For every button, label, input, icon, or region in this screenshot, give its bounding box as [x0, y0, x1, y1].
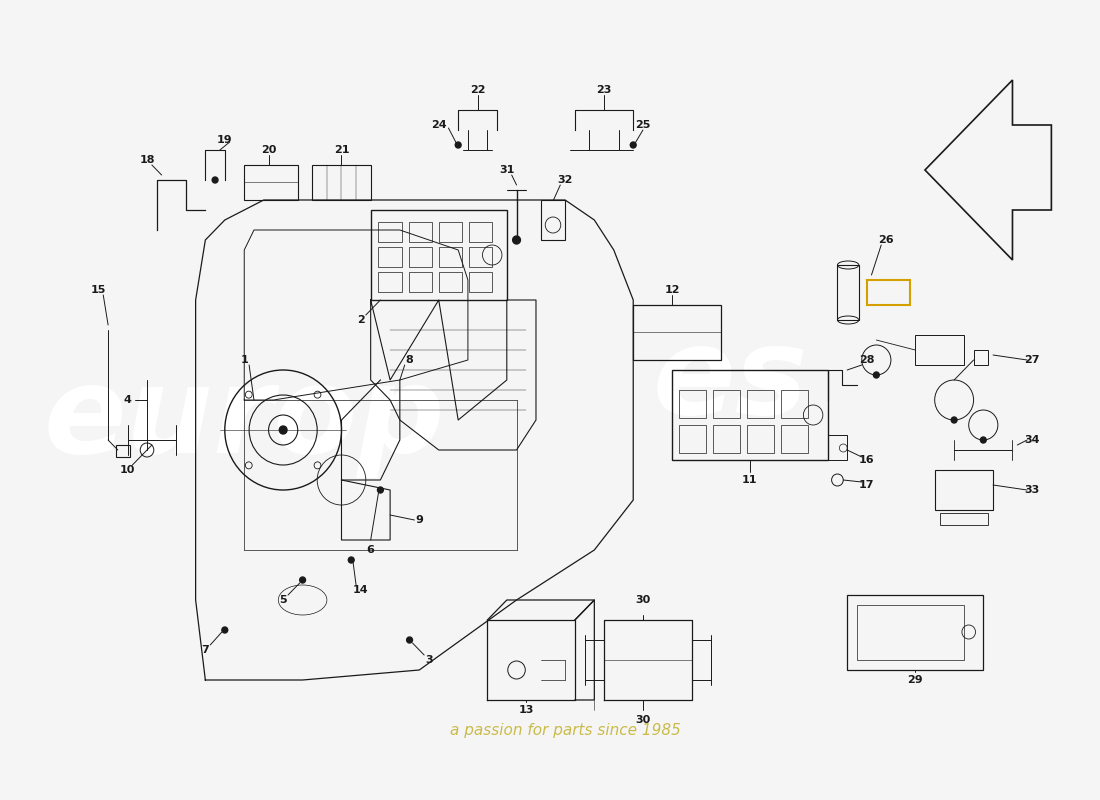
Text: 8: 8 [406, 355, 414, 365]
Bar [439, 272, 462, 292]
Bar [939, 513, 988, 525]
Bar [679, 390, 706, 418]
Text: 10: 10 [120, 465, 135, 475]
Circle shape [349, 557, 354, 563]
Text: 23: 23 [596, 85, 612, 95]
Text: 7: 7 [201, 645, 209, 655]
Text: 6: 6 [366, 545, 375, 555]
Text: 19: 19 [217, 135, 232, 145]
Text: 24: 24 [431, 120, 447, 130]
Bar [915, 335, 964, 365]
Bar [244, 165, 298, 200]
Text: 22: 22 [470, 85, 485, 95]
Text: 20: 20 [261, 145, 276, 155]
Circle shape [980, 437, 987, 443]
Bar [974, 350, 988, 365]
Circle shape [299, 577, 306, 583]
Bar [935, 470, 993, 510]
Text: 27: 27 [1024, 355, 1040, 365]
Bar [867, 280, 911, 305]
Circle shape [407, 637, 412, 643]
Text: 34: 34 [1024, 435, 1040, 445]
Bar [408, 247, 432, 267]
Text: 9: 9 [416, 515, 424, 525]
Text: 12: 12 [664, 285, 680, 295]
Bar [371, 210, 507, 300]
Bar [713, 390, 740, 418]
Circle shape [377, 487, 383, 493]
Text: 29: 29 [908, 675, 923, 685]
Bar [469, 272, 492, 292]
Text: es: es [652, 322, 808, 438]
Text: 25: 25 [636, 120, 650, 130]
Bar [378, 272, 402, 292]
Text: a passion for parts since 1985: a passion for parts since 1985 [450, 722, 681, 738]
Text: 28: 28 [859, 355, 874, 365]
Text: 13: 13 [518, 705, 534, 715]
Circle shape [455, 142, 461, 148]
Text: 18: 18 [140, 155, 155, 165]
Text: 31: 31 [499, 165, 515, 175]
Bar [747, 425, 774, 453]
Bar [439, 222, 462, 242]
Text: 16: 16 [859, 455, 874, 465]
Bar [439, 247, 462, 267]
Bar [541, 200, 565, 240]
Bar [378, 247, 402, 267]
Bar [857, 605, 964, 660]
Circle shape [212, 177, 218, 183]
Circle shape [279, 426, 287, 434]
Bar [747, 390, 774, 418]
Text: 30: 30 [636, 715, 650, 725]
Circle shape [222, 627, 228, 633]
Bar [847, 595, 983, 670]
Bar [679, 425, 706, 453]
Text: 1: 1 [241, 355, 249, 365]
Text: 4: 4 [123, 395, 132, 405]
Text: 30: 30 [636, 595, 650, 605]
Bar [408, 222, 432, 242]
Text: 17: 17 [859, 480, 874, 490]
Bar [672, 370, 827, 460]
Text: 26: 26 [878, 235, 894, 245]
Text: 5: 5 [279, 595, 287, 605]
Bar [837, 265, 859, 320]
Text: 11: 11 [742, 475, 758, 485]
Bar [781, 425, 808, 453]
Text: 21: 21 [333, 145, 349, 155]
Circle shape [952, 417, 957, 423]
Circle shape [513, 236, 520, 244]
Bar [469, 222, 492, 242]
Bar [827, 435, 847, 460]
Text: 2: 2 [358, 315, 365, 325]
Bar [469, 247, 492, 267]
Text: 33: 33 [1024, 485, 1040, 495]
Bar [781, 390, 808, 418]
Text: europ: europ [43, 362, 446, 478]
Bar [312, 165, 371, 200]
Text: 32: 32 [558, 175, 573, 185]
Bar [408, 272, 432, 292]
Text: 3: 3 [426, 655, 432, 665]
Bar [378, 222, 402, 242]
Bar [713, 425, 740, 453]
Text: 14: 14 [353, 585, 369, 595]
Bar [634, 305, 720, 360]
Circle shape [630, 142, 636, 148]
Bar [116, 445, 131, 457]
Text: 15: 15 [90, 285, 106, 295]
Circle shape [873, 372, 879, 378]
